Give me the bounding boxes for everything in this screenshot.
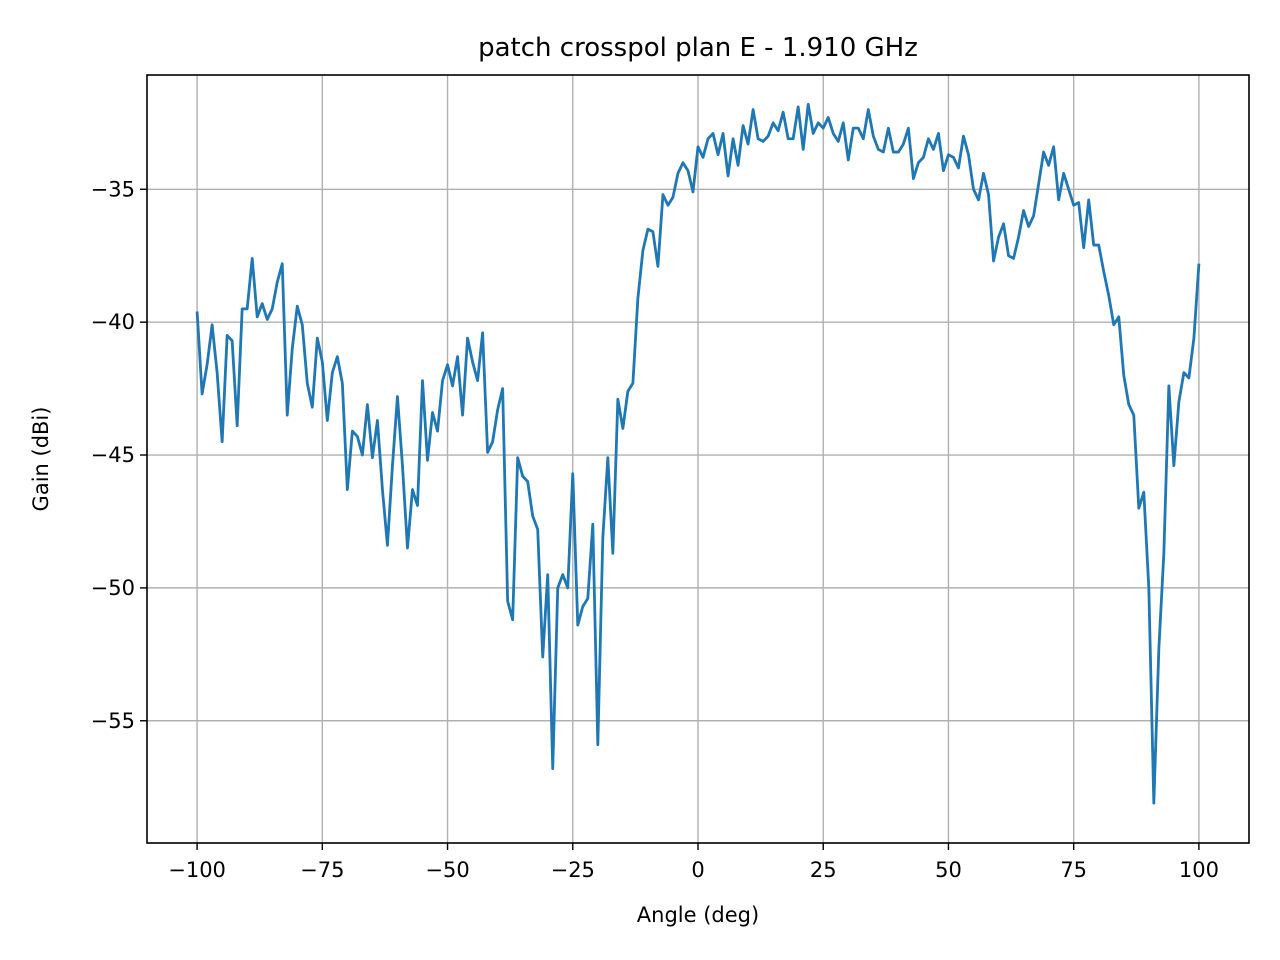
x-axis: −100 −75 −50 −25 0 25 50 75 100 xyxy=(168,843,1219,882)
y-tick-label: −45 xyxy=(91,443,135,467)
series-line xyxy=(195,102,1201,805)
x-tick-label: −25 xyxy=(551,858,595,882)
y-tick-label: −40 xyxy=(91,310,135,334)
chart-title: patch crosspol plan E - 1.910 GHz xyxy=(478,33,918,63)
x-tick-label: −75 xyxy=(300,858,344,882)
grid xyxy=(147,75,1249,843)
y-tick-label: −50 xyxy=(91,576,135,600)
x-tick-label: 50 xyxy=(935,858,962,882)
y-tick-label: −55 xyxy=(91,709,135,733)
x-tick-label: 0 xyxy=(691,858,704,882)
x-axis-label: Angle (deg) xyxy=(637,903,759,927)
x-tick-label: −50 xyxy=(425,858,469,882)
x-tick-label: 25 xyxy=(810,858,837,882)
series-layer xyxy=(195,102,1201,805)
x-tick-label: 100 xyxy=(1179,858,1219,882)
x-tick-label: 75 xyxy=(1060,858,1087,882)
x-tick-label: −100 xyxy=(168,858,226,882)
y-tick-label: −35 xyxy=(91,177,135,201)
y-axis: −35 −40 −45 −50 −55 xyxy=(91,177,147,733)
y-axis-label: Gain (dBi) xyxy=(29,407,53,512)
